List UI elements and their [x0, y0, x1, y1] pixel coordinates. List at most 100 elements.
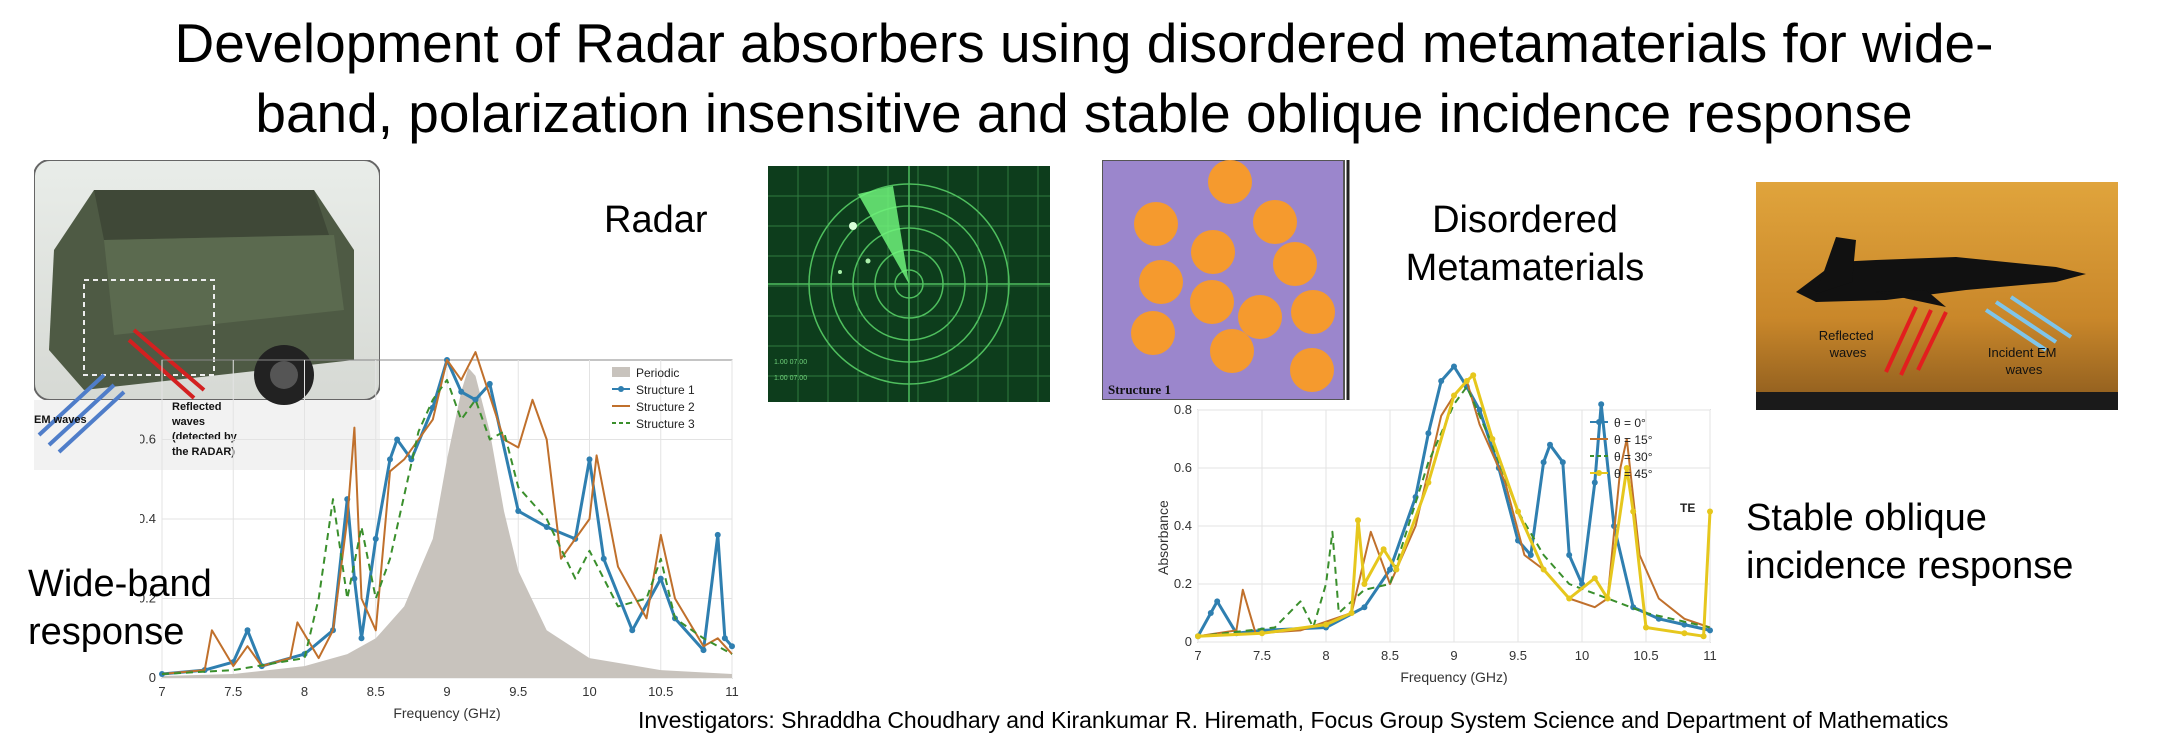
y-tick-label: 0.6: [1174, 460, 1192, 475]
y-tick-label: 0: [149, 670, 156, 685]
series-point: [1348, 610, 1355, 616]
series-point: [1566, 595, 1573, 602]
series-point: [1195, 633, 1201, 640]
page-title: Development of Radar absorbers using dis…: [40, 8, 2128, 148]
x-axis-label: Frequency (GHz): [1400, 669, 1507, 685]
legend-label: θ = 45°: [1614, 467, 1653, 481]
series-point: [1598, 401, 1605, 408]
series-point: [1540, 566, 1547, 573]
series-line-2: [1197, 385, 1711, 638]
series-point: [1540, 459, 1547, 466]
title-line-1: Development of Radar absorbers using dis…: [174, 12, 1994, 74]
series-point: [1604, 595, 1611, 602]
radar-screen: 1.00 07.00 1.00 07.00: [768, 166, 1050, 402]
x-tick-label: 9.5: [509, 684, 527, 699]
jet-photo: Reflected waves Incident EM waves: [1756, 182, 2118, 410]
x-tick-label: 11: [725, 684, 739, 699]
wideband-absorbance-chart: 7 7.5 8 8.5 9 9.5 10 10.5 11 0 0.2 0.4 0.6 Frequency …: [140, 351, 739, 721]
series-point: [600, 555, 607, 562]
legend-label: Structure 1: [636, 383, 695, 397]
x-tick-label: 10.5: [648, 684, 673, 699]
radar-readout-1: 1.00 07.00: [774, 359, 807, 366]
legend-label: Structure 2: [636, 400, 695, 414]
series-line-1: [1197, 380, 1711, 638]
series-point: [351, 575, 358, 582]
x-tick-label: 9.5: [1509, 648, 1527, 663]
series-point: [714, 531, 721, 538]
series-point: [1470, 372, 1477, 379]
x-axis-label: Frequency (GHz): [393, 705, 500, 721]
series-point: [1323, 621, 1329, 628]
disordered-metamaterials-label: Disordered Metamaterials: [1405, 199, 1645, 289]
series-point: [387, 456, 393, 463]
series-point: [1681, 630, 1688, 637]
series-point: [1451, 392, 1457, 399]
series-area-0: [162, 367, 732, 678]
y-tick-label: 0.8: [1174, 402, 1192, 417]
series-point: [1547, 441, 1553, 448]
series-point: [486, 380, 493, 387]
series-point: [629, 627, 636, 634]
title-line-2: band, polarization insensitive and stabl…: [255, 82, 1913, 144]
oblique-incidence-absorbance-chart: 7 7.5 8 8.5 9 9.5 10 10.5 11 0 0.2 0.4 0.6 0.8 Frequen…: [1155, 363, 1717, 685]
series-point: [1355, 517, 1361, 524]
x-tick-label: 8.5: [1381, 648, 1399, 663]
x-tick-label: 9: [443, 684, 450, 699]
reflected-waves-label: Reflected waves (detected by the RADAR): [171, 401, 240, 458]
radar-readout-2: 1.00 07.00: [774, 375, 807, 382]
x-tick-label: 8: [1322, 648, 1329, 663]
series-point: [458, 388, 465, 395]
series-point: [1591, 575, 1598, 582]
series-point: [1489, 436, 1496, 442]
series-point: [700, 647, 707, 654]
y-tick-label: 0.6: [140, 432, 156, 447]
series-point: [1681, 621, 1688, 628]
x-tick-label: 11: [1703, 648, 1717, 663]
x-tick-label: 10.5: [1633, 648, 1658, 663]
jet-reflected-label: Reflected waves: [1819, 328, 1878, 360]
series-point: [1451, 363, 1457, 370]
disordered-structure-panel: Structure 1: [1101, 159, 1350, 401]
y-tick-label: 0.4: [1174, 518, 1192, 533]
series-line-3: [1197, 373, 1712, 638]
legend-marker: [1596, 470, 1602, 476]
series-point: [1361, 581, 1368, 587]
series-point: [1707, 508, 1713, 515]
legend-label: θ = 0°: [1614, 416, 1646, 430]
series-point: [1527, 552, 1534, 558]
legend-marker: [618, 386, 624, 392]
series-point: [1259, 630, 1265, 637]
series-point: [657, 575, 664, 582]
series-point: [1707, 627, 1713, 634]
y-tick-label: 0.2: [140, 591, 156, 606]
series-point: [372, 535, 379, 542]
stable-oblique-label: Stable oblique incidence response: [1746, 497, 2074, 587]
em-waves-label: EM waves: [34, 414, 87, 426]
series-point: [1463, 378, 1470, 384]
series-point: [1515, 508, 1521, 515]
series-point: [1207, 610, 1214, 616]
series-point: [1630, 508, 1637, 515]
series-point: [394, 436, 401, 443]
series-point: [1623, 465, 1630, 471]
legend-marker: [1596, 419, 1602, 425]
series-point: [1380, 546, 1387, 553]
y-axis-label: Absorbance: [1155, 500, 1171, 575]
structure-caption: Structure 1: [1108, 382, 1171, 397]
series-point: [1438, 378, 1445, 384]
x-tick-label: 10: [1575, 648, 1589, 663]
series-point: [1700, 633, 1707, 640]
series-point: [1387, 566, 1393, 573]
series-point: [1425, 479, 1432, 486]
series-point: [1214, 598, 1221, 605]
y-tick-label: 0.4: [140, 511, 156, 526]
series-point: [586, 456, 593, 463]
series-point: [729, 643, 735, 650]
y-tick-label: 0: [1185, 634, 1192, 649]
investigators-footer: Investigators: Shraddha Choudhary and Ki…: [638, 707, 1949, 733]
radar-label: Radar: [604, 199, 708, 241]
wideband-response-label: Wide-band response: [28, 563, 212, 653]
series-line-3: [161, 378, 733, 675]
y-tick-label: 0.2: [1174, 576, 1192, 591]
series-point: [721, 635, 728, 642]
